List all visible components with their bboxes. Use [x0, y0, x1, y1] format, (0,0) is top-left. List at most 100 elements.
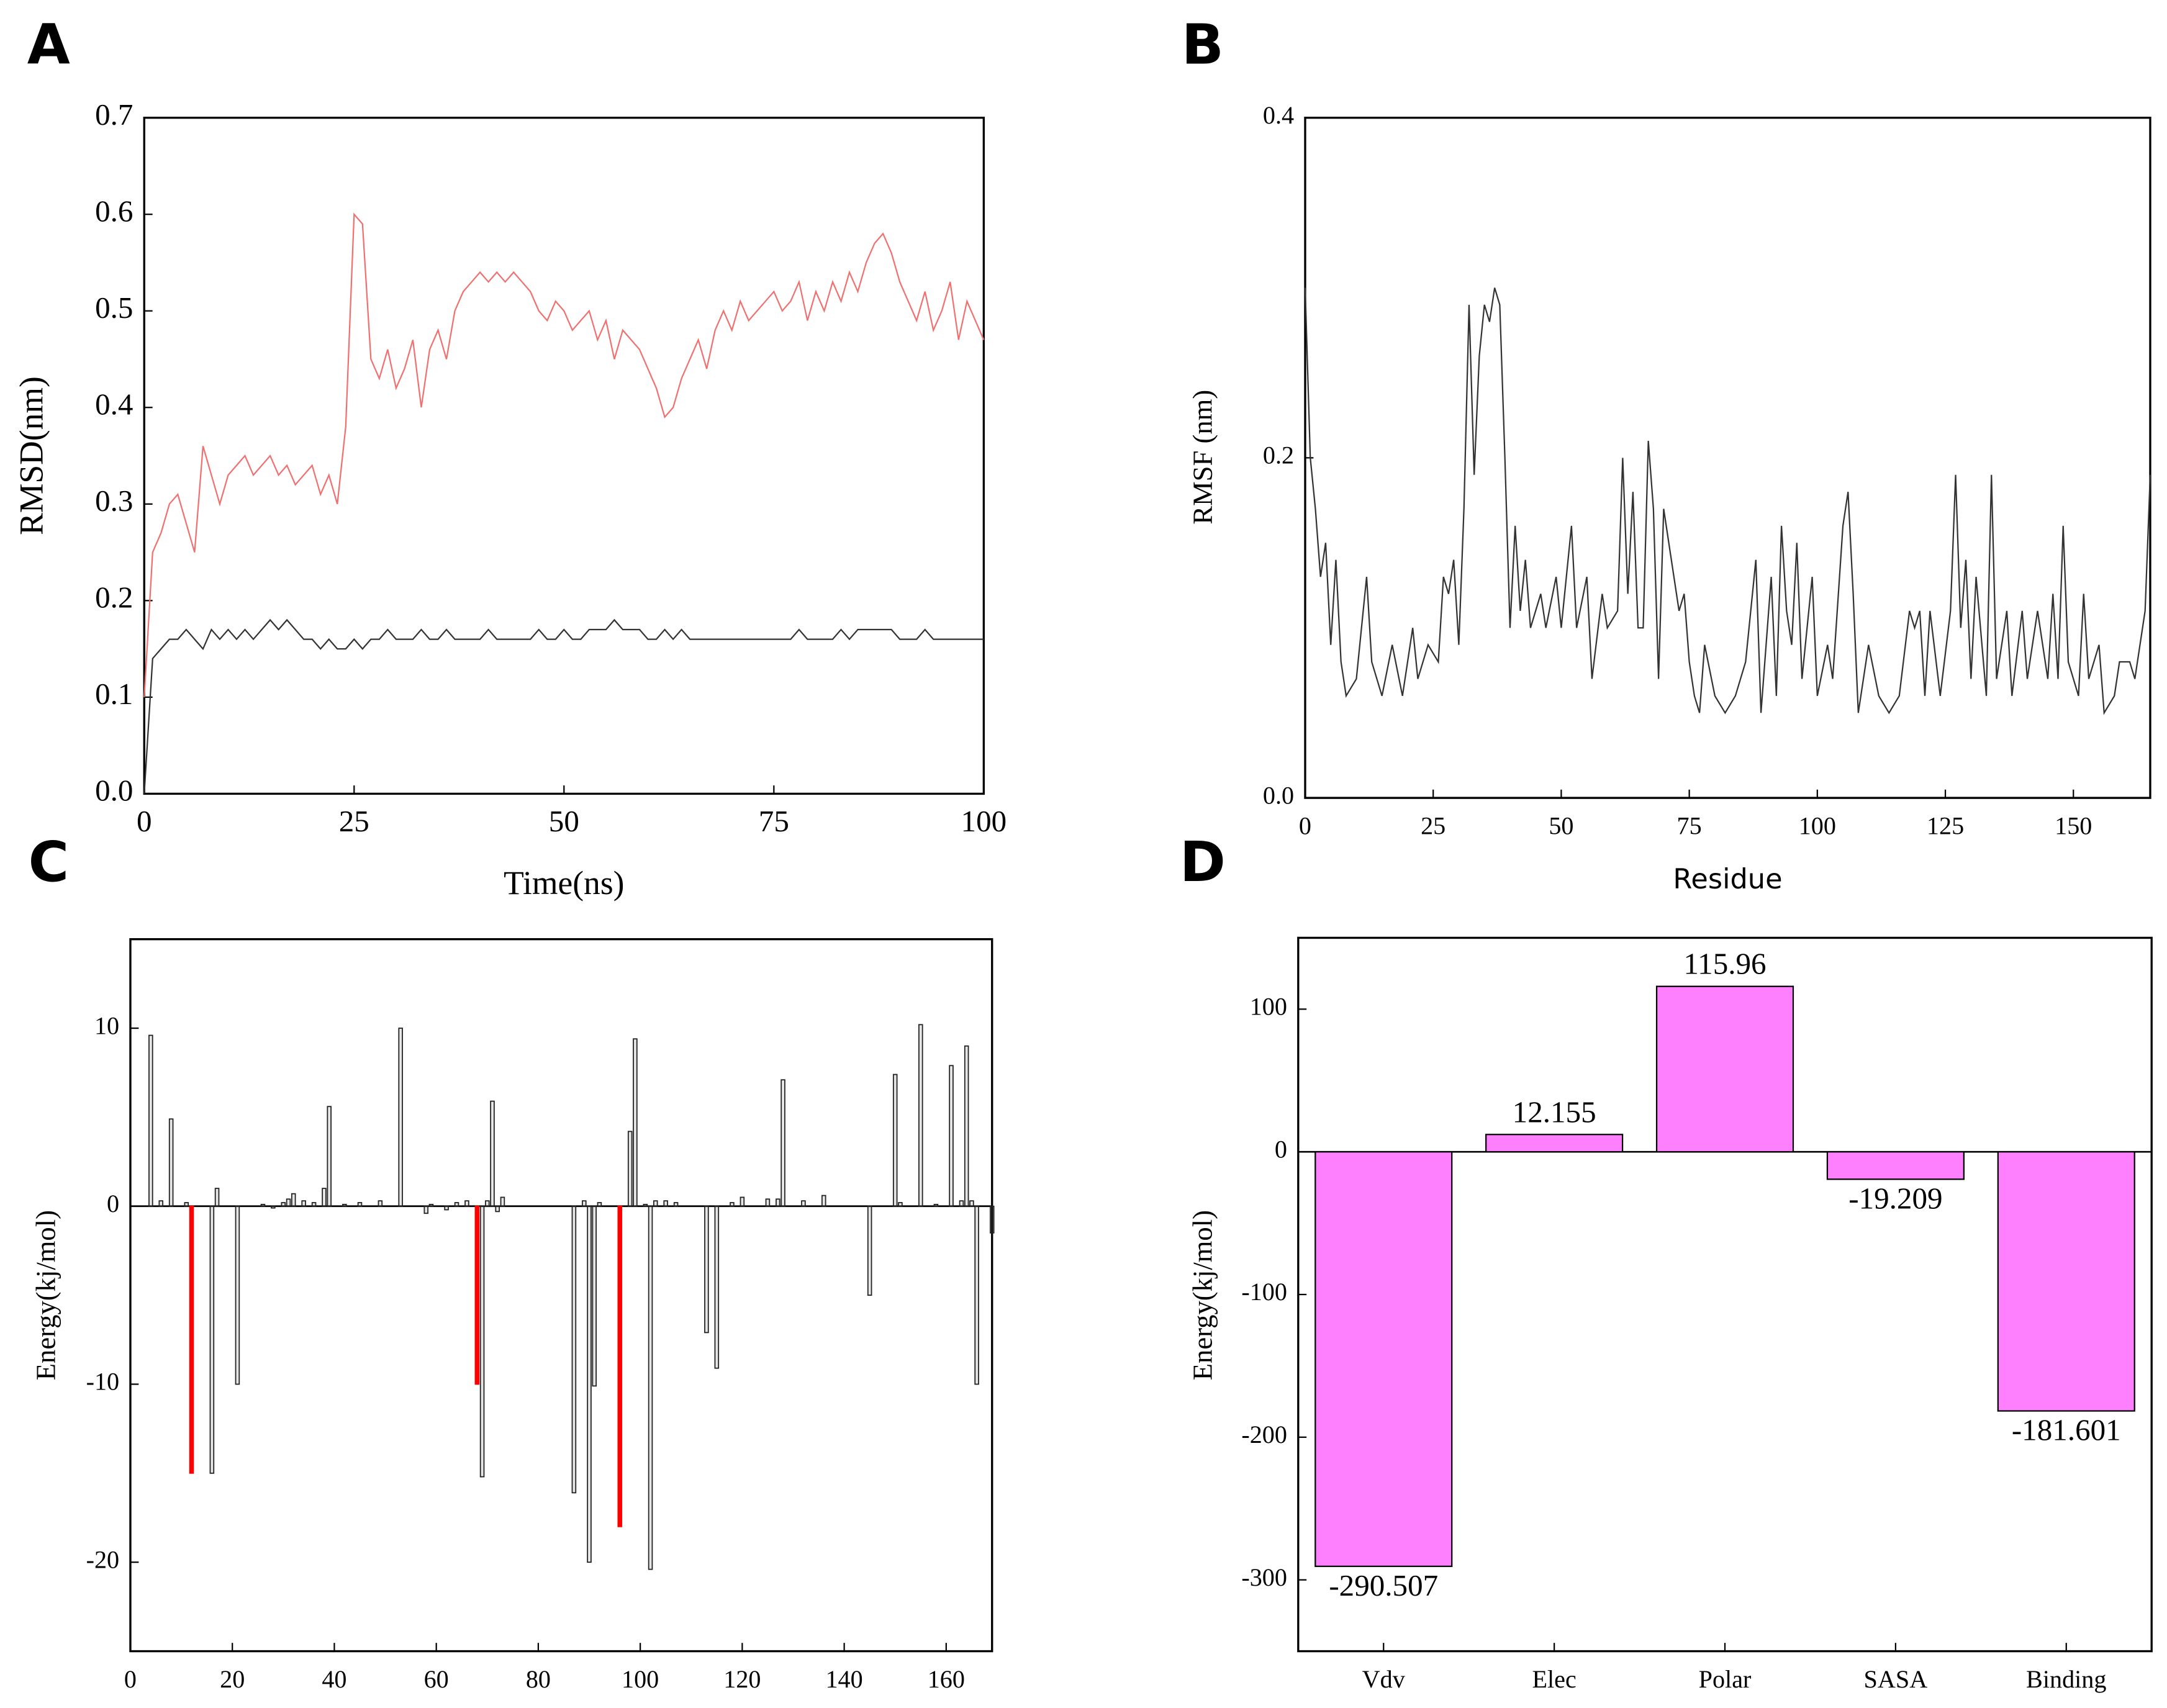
x-tick-label: 75 — [759, 804, 789, 838]
bar — [271, 1205, 276, 1209]
y-tick-label: 0.0 — [95, 774, 133, 808]
bar — [209, 1205, 215, 1474]
y-tick-label: 0 — [107, 1190, 119, 1218]
bar — [867, 1205, 872, 1296]
x-axis-label: Time(ns) — [504, 864, 624, 901]
bar — [776, 1198, 780, 1207]
bar — [454, 1202, 459, 1207]
bar — [653, 1200, 658, 1207]
y-tick-label: 0.0 — [1263, 781, 1294, 809]
value-label: 12.155 — [1513, 1095, 1596, 1129]
y-tick-label: 100 — [1250, 993, 1287, 1021]
bar — [479, 1205, 485, 1478]
y-tick-label: 0.3 — [95, 484, 133, 518]
x-tick-label: 50 — [1549, 811, 1573, 839]
bar — [974, 1205, 979, 1385]
bar — [301, 1200, 306, 1207]
x-tick-label: 120 — [723, 1665, 761, 1693]
bar — [1655, 985, 1794, 1153]
y-tick-label: 0.1 — [95, 677, 133, 711]
y-axis-label: RMSD(nm) — [12, 376, 50, 535]
bar — [357, 1202, 363, 1207]
x-tick-label: 140 — [825, 1665, 862, 1693]
bar — [398, 1028, 403, 1207]
bar — [291, 1193, 296, 1207]
bar — [801, 1200, 806, 1207]
bar — [1826, 1151, 1965, 1180]
y-axis-label: Energy(kj/mol) — [30, 1210, 61, 1380]
bar — [286, 1198, 291, 1207]
bar — [627, 1131, 633, 1207]
bar — [648, 1205, 653, 1570]
bar — [342, 1204, 347, 1207]
x-tick-label: SASA — [1864, 1665, 1928, 1693]
bar — [184, 1202, 189, 1207]
value-label: -19.209 — [1848, 1181, 1942, 1215]
y-tick-label: 0 — [1275, 1135, 1287, 1163]
x-tick-label: 20 — [220, 1665, 245, 1693]
x-tick-label: 150 — [2055, 811, 2092, 839]
bar — [663, 1200, 668, 1207]
bar — [571, 1205, 577, 1494]
x-tick-label: 60 — [424, 1665, 449, 1693]
bar — [704, 1205, 709, 1334]
bar — [933, 1204, 939, 1207]
x-tick-label: Elec — [1532, 1665, 1576, 1693]
data-line — [143, 618, 984, 794]
bar — [281, 1202, 286, 1207]
bar — [989, 1205, 995, 1234]
bar — [485, 1200, 490, 1207]
bar — [587, 1205, 592, 1563]
bar — [740, 1196, 745, 1207]
x-tick-label: 75 — [1677, 811, 1702, 839]
bar — [765, 1198, 771, 1207]
y-tick-label: -200 — [1241, 1421, 1287, 1448]
bar — [260, 1204, 266, 1207]
plot-frame — [1304, 116, 2151, 799]
y-tick-label: -100 — [1241, 1278, 1287, 1306]
y-tick-label: 0.2 — [95, 581, 133, 615]
bar — [643, 1204, 648, 1207]
y-tick-label: 0.4 — [95, 387, 133, 422]
panel-label: B — [1182, 12, 1224, 77]
bar — [892, 1073, 898, 1207]
bar — [673, 1202, 679, 1207]
x-tick-label: 100 — [622, 1665, 659, 1693]
data-line — [1304, 287, 2151, 715]
bar — [780, 1079, 785, 1207]
x-tick-label: 160 — [928, 1665, 965, 1693]
bar — [148, 1034, 153, 1207]
x-tick-label: 100 — [1799, 811, 1836, 839]
panel-label: D — [1180, 830, 1226, 895]
x-tick-label: 80 — [526, 1665, 551, 1693]
bar — [327, 1106, 332, 1207]
x-tick-label: 50 — [549, 804, 579, 838]
bar — [1997, 1151, 2135, 1412]
y-axis-label: Energy(kj/mol) — [1187, 1210, 1218, 1380]
bar — [1314, 1151, 1453, 1567]
bar — [235, 1205, 240, 1385]
x-tick-label: 25 — [1421, 811, 1445, 839]
x-tick-label: Vdv — [1362, 1665, 1406, 1693]
bar — [474, 1205, 480, 1385]
bar — [898, 1202, 903, 1207]
y-tick-label: -20 — [86, 1545, 120, 1573]
bar — [378, 1200, 383, 1207]
y-tick-label: -10 — [86, 1368, 120, 1396]
y-tick-label: 0.5 — [95, 291, 133, 325]
bar — [428, 1204, 434, 1207]
x-tick-label: 25 — [339, 804, 369, 838]
bar — [592, 1205, 597, 1387]
plot-frame — [129, 938, 993, 1653]
value-label: -290.507 — [1329, 1568, 1438, 1602]
y-tick-label: 0.7 — [95, 97, 133, 132]
x-tick-label: 40 — [322, 1665, 346, 1693]
y-axis-label: RMSF (nm) — [1187, 390, 1218, 525]
bar — [423, 1205, 429, 1214]
bar — [633, 1038, 638, 1207]
y-tick-label: -300 — [1241, 1563, 1287, 1591]
bar — [500, 1196, 505, 1207]
bar — [214, 1188, 220, 1207]
